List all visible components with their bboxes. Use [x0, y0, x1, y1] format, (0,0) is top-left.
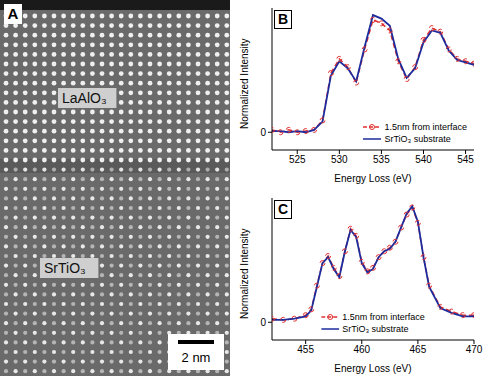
html-text:B: B	[278, 11, 289, 27]
svg-text:2 nm: 2 nm	[182, 350, 211, 365]
svg-text:470: 470	[466, 344, 483, 355]
svg-text:465: 465	[410, 344, 427, 355]
svg-text:540: 540	[415, 154, 432, 165]
svg-text:545: 545	[457, 154, 474, 165]
svg-text:Energy Loss (eV): Energy Loss (eV)	[334, 363, 411, 374]
svg-text:535: 535	[373, 154, 390, 165]
html-text:SrTiO₃ substrate: SrTiO₃ substrate	[342, 324, 409, 334]
html-text:1.5nm from interface: 1.5nm from interface	[342, 312, 425, 322]
svg-text:SrTiO₃: SrTiO₃	[44, 260, 86, 276]
svg-text:0: 0	[260, 127, 266, 138]
svg-text:530: 530	[331, 154, 348, 165]
svg-text:Normalized Intensity: Normalized Intensity	[239, 38, 250, 129]
svg-text:0: 0	[260, 317, 266, 328]
html-text:SrTiO₃ substrate: SrTiO₃ substrate	[384, 134, 451, 144]
svg-text:460: 460	[353, 344, 370, 355]
svg-text:Energy Loss (eV): Energy Loss (eV)	[334, 173, 411, 184]
svg-text:525: 525	[289, 154, 306, 165]
svg-text:A: A	[8, 5, 19, 22]
svg-text:455: 455	[297, 344, 314, 355]
html-text:1.5nm from interface: 1.5nm from interface	[384, 122, 467, 132]
svg-text:Normalized Intensity: Normalized Intensity	[239, 228, 250, 319]
svg-text:LaAlO₃: LaAlO₃	[62, 90, 107, 106]
html-text:C: C	[278, 201, 289, 217]
